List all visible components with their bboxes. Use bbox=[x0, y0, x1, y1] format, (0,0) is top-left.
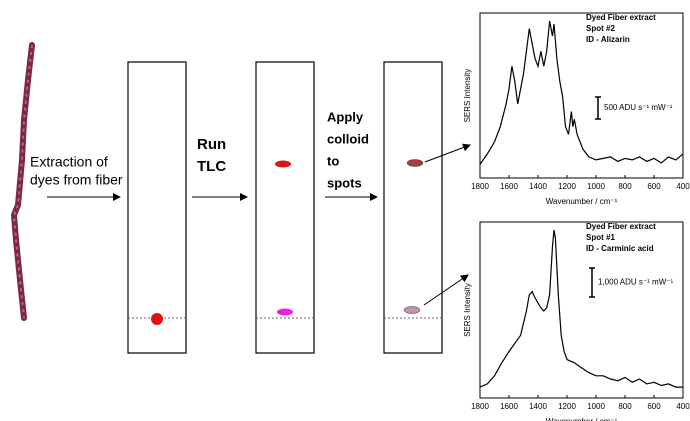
label: TLC bbox=[197, 158, 226, 175]
x-tick-label: 600 bbox=[647, 402, 661, 411]
annotation: Spot #2 bbox=[586, 24, 615, 33]
spot bbox=[151, 313, 163, 325]
x-axis-label: Wavenumber / cm⁻¹ bbox=[546, 417, 618, 421]
x-tick-label: 1200 bbox=[558, 182, 576, 191]
spot bbox=[407, 160, 423, 167]
annotation: ID - Carminic acid bbox=[586, 244, 654, 253]
x-tick-label: 400 bbox=[676, 402, 690, 411]
x-tick-label: 800 bbox=[618, 182, 632, 191]
annotation: Spot #1 bbox=[586, 233, 615, 242]
x-tick-label: 1600 bbox=[500, 182, 518, 191]
x-tick-label: 1200 bbox=[558, 402, 576, 411]
spectrum bbox=[480, 21, 683, 164]
x-tick-label: 1800 bbox=[471, 402, 489, 411]
label: colloid bbox=[327, 131, 369, 146]
label: Apply bbox=[327, 109, 364, 124]
label: Run bbox=[197, 136, 226, 153]
scale-bar bbox=[589, 268, 595, 297]
scale-bar bbox=[595, 97, 601, 119]
x-tick-label: 1600 bbox=[500, 402, 518, 411]
x-axis-label: Wavenumber / cm⁻¹ bbox=[546, 197, 618, 206]
y-axis-label: SERS Intensity bbox=[463, 69, 472, 123]
x-tick-label: 1400 bbox=[529, 402, 547, 411]
x-tick-label: 600 bbox=[647, 182, 661, 191]
spot bbox=[275, 161, 291, 168]
label: to bbox=[327, 153, 339, 168]
x-tick-label: 1400 bbox=[529, 182, 547, 191]
x-tick-label: 800 bbox=[618, 402, 632, 411]
y-axis-label: SERS Intensity bbox=[463, 283, 472, 337]
scale-bar-label: 500 ADU s⁻¹ mW⁻¹ bbox=[604, 103, 673, 112]
x-tick-label: 400 bbox=[676, 182, 690, 191]
plot-frame bbox=[480, 13, 683, 178]
arrows bbox=[47, 145, 470, 305]
x-tick-label: 1000 bbox=[587, 402, 605, 411]
diagram: Extraction of dyes from fiber Run TLC Ap… bbox=[0, 0, 690, 421]
annotation: ID - Alizarin bbox=[586, 35, 630, 44]
scale-bar-label: 1,000 ADU s⁻¹ mW⁻¹ bbox=[598, 278, 673, 287]
spot bbox=[277, 309, 293, 316]
label: Extraction of bbox=[30, 154, 108, 170]
spectrum bbox=[480, 230, 683, 387]
label: dyes from fiber bbox=[30, 172, 123, 188]
annotation: Dyed Fiber extract bbox=[586, 222, 656, 231]
x-tick-label: 1800 bbox=[471, 182, 489, 191]
spot bbox=[404, 307, 420, 314]
label: spots bbox=[327, 175, 362, 190]
x-tick-label: 1000 bbox=[587, 182, 605, 191]
annotation: Dyed Fiber extract bbox=[586, 13, 656, 22]
